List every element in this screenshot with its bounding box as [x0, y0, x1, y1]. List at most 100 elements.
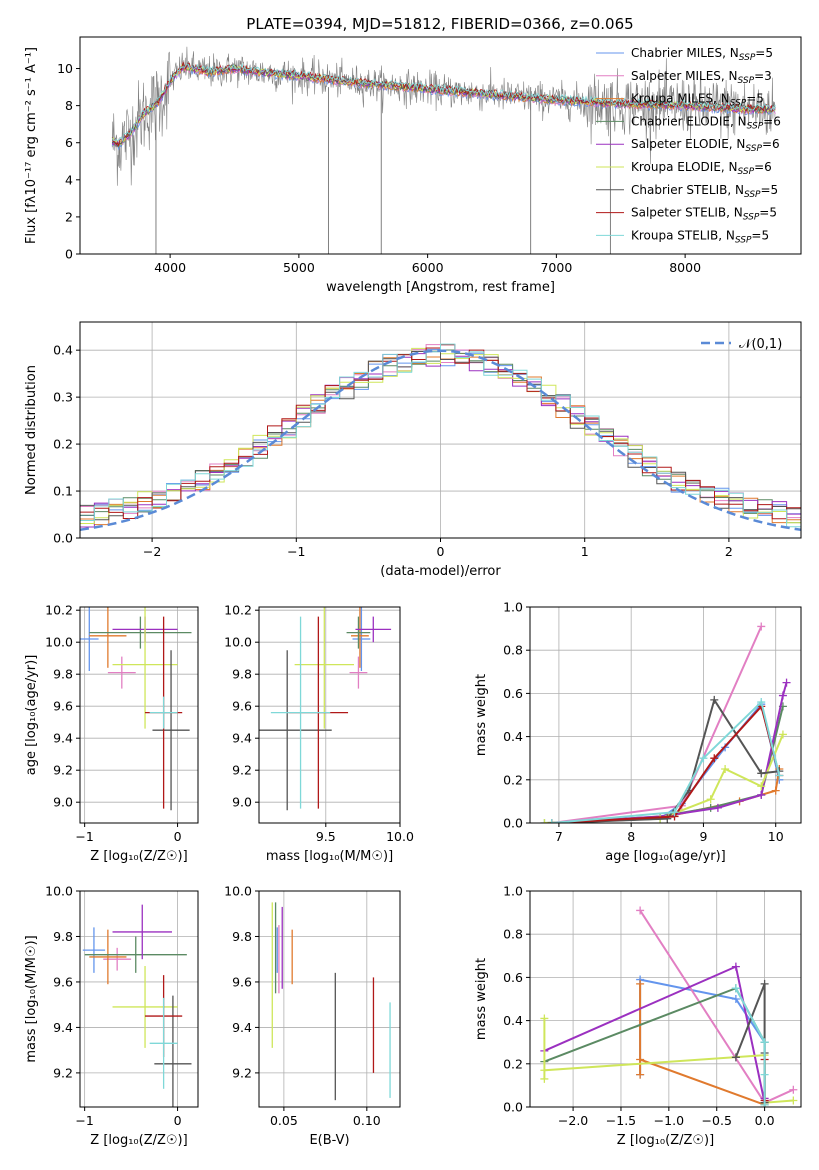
series-line [551, 706, 784, 823]
x-tick-label: 0 [174, 1113, 182, 1128]
series-line [551, 682, 788, 823]
y-tick-label: 0.1 [53, 484, 73, 499]
y-axis-label: age [log₁₀(age/yr)] [24, 655, 39, 776]
x-tick-label: 7000 [540, 260, 572, 275]
series-line [543, 1018, 794, 1104]
data-point-marker [706, 795, 715, 804]
y-tick-label: 9.6 [232, 699, 252, 714]
y-tick-label: 9.6 [53, 974, 73, 989]
panel-age_vs_Z: −1 0 9.0 9.2 9.4 9.6 9.8 10.0 10.2 Z [log₁₀(Z/Z☉)… [24, 603, 199, 864]
y-tick-label: 6 [65, 135, 73, 150]
y-axis-label: mass [log₁₀(M/M☉)] [24, 935, 39, 1062]
y-tick-label: 10.0 [45, 884, 73, 899]
y-tick-label: 9.2 [232, 1065, 252, 1080]
x-tick-label: −1 [75, 1113, 93, 1128]
y-tick-label: 9.4 [232, 1020, 252, 1035]
figure-title: PLATE=0394, MJD=51812, FIBERID=0366, z=0… [246, 15, 633, 33]
y-axis-label: Flux [fλ10⁻¹⁷ erg cm⁻² s⁻¹ A⁻¹] [24, 47, 39, 244]
y-tick-label: 4 [65, 172, 73, 187]
y-tick-label: 0.2 [503, 1056, 523, 1071]
x-tick-label: 0.05 [270, 1113, 298, 1128]
axes-frame [529, 890, 802, 1108]
y-tick-label: 10.2 [45, 603, 73, 618]
axes-frame [79, 36, 802, 255]
y-tick-label: 9.8 [53, 667, 73, 682]
model-spectrum-line [111, 62, 776, 143]
series-line [551, 704, 781, 823]
panel-mass_vs_Z: −1 0 9.2 9.4 9.6 9.8 10.0 Z [log₁₀(Z/Z☉)] mass [… [24, 884, 199, 1148]
x-tick-label: −0.5 [702, 1113, 732, 1128]
legend-label: Salpeter STELIB, NSSP=5 [631, 206, 777, 223]
y-tick-label: 9.2 [53, 1065, 73, 1080]
x-axis-label: Z [log₁₀(Z/Z☉)] [90, 849, 187, 864]
y-axis-label: mass weight [474, 674, 489, 756]
data-point-marker [789, 1085, 798, 1094]
y-tick-label: 9.4 [53, 1020, 73, 1035]
x-tick-label: 0 [437, 544, 445, 559]
y-tick-label: 0.4 [53, 343, 73, 358]
data-point-marker [760, 1070, 769, 1079]
data-point-marker [636, 979, 645, 988]
y-tick-label: 10 [57, 61, 73, 76]
data-point-marker [760, 1100, 769, 1107]
series-line [735, 987, 766, 1105]
y-tick-label: 9.2 [53, 763, 73, 778]
y-tick-label: 0.0 [53, 531, 73, 546]
x-tick-label: −1 [75, 829, 93, 844]
y-tick-label: 9.8 [232, 929, 252, 944]
y-tick-label: 0.3 [53, 390, 73, 405]
data-point-marker [721, 765, 730, 773]
y-tick-label: 0.6 [503, 686, 523, 701]
data-point-marker [760, 979, 769, 988]
data-point-marker [757, 622, 766, 631]
x-tick-label: 0 [174, 829, 182, 844]
plot-area [111, 46, 776, 254]
y-tick-label: 10.0 [45, 635, 73, 650]
x-axis-label: wavelength [Angstrom, rest frame] [326, 280, 555, 295]
y-tick-label: 2 [65, 209, 73, 224]
legend-label: Salpeter MILES, NSSP=3 [631, 69, 772, 86]
data-point-marker [540, 1066, 549, 1075]
x-tick-label: 6000 [412, 260, 444, 275]
x-tick-label: −1.5 [606, 1113, 636, 1128]
data-point-marker [710, 695, 719, 704]
data-point-marker [731, 1053, 740, 1062]
plot-area [540, 622, 791, 823]
x-tick-label: 9 [699, 829, 707, 844]
data-point-marker [757, 769, 766, 778]
y-tick-label: 0.0 [503, 816, 523, 831]
data-point-marker [731, 995, 740, 1003]
plot-area [259, 607, 392, 811]
panel-mass_vs_EBV: 0.05 0.10 9.2 9.4 9.6 9.8 10.0 E(B-V) [224, 884, 401, 1148]
series-line [544, 986, 766, 1103]
y-tick-label: 8 [65, 98, 73, 113]
axes-frame [79, 890, 199, 1108]
data-point-marker [540, 819, 549, 823]
x-axis-label: E(B-V) [309, 1133, 349, 1148]
panel-weight_vs_Z: −2.0 −1.5 −1.0 −0.5 0.0 0.0 0.2 0.4 0.6 0.8 1.0 Z [… [474, 884, 802, 1148]
data-point-marker [699, 754, 708, 763]
panel-spectrum: 4000 5000 6000 7000 8000 0 2 4 6 8 10 wavelength [A… [24, 36, 802, 295]
legend-label: Chabrier MILES, NSSP=5 [631, 46, 773, 63]
legend-label: Chabrier ELODIE, NSSP=6 [631, 114, 781, 131]
x-tick-label: 8000 [669, 260, 701, 275]
data-point-marker [547, 819, 556, 823]
plot-area [271, 902, 391, 1101]
y-tick-label: 0 [65, 247, 73, 262]
x-tick-label: 1 [581, 544, 589, 559]
series-line [543, 965, 766, 1103]
series-line [544, 734, 784, 823]
y-axis-label: Normed distribution [24, 365, 39, 495]
plot-area [80, 343, 801, 532]
data-point-marker [778, 730, 787, 739]
x-tick-label: 8 [627, 829, 635, 844]
legend-label: Kroupa STELIB, NSSP=5 [631, 228, 769, 245]
data-point-marker [713, 803, 722, 812]
x-tick-label: 0.0 [755, 1113, 775, 1128]
y-tick-label: 0.2 [503, 772, 523, 787]
y-tick-label: 1.0 [503, 884, 523, 899]
data-point-marker [540, 1074, 549, 1083]
data-point-marker [757, 782, 766, 791]
